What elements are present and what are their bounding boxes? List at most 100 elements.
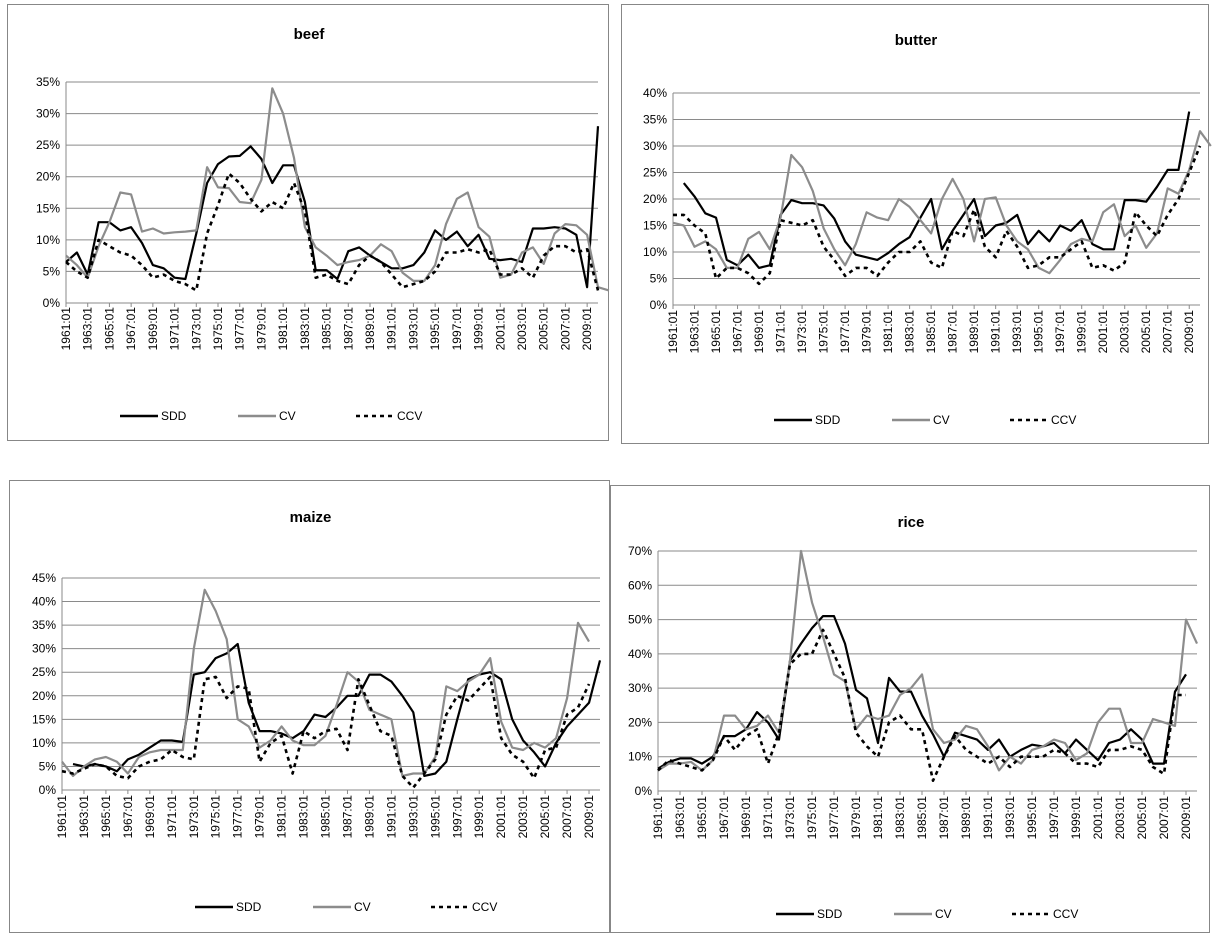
series-line-sdd [682,111,1191,269]
chart-svg: butter 0% 5% 10% 15% 20% 25% 30% 35% 40% 1961:01 19… [643,32,1212,427]
legend-label-cv: CV [933,413,950,427]
x-tick-label: 1977:01 [827,796,841,840]
x-tick-label: 2009:01 [1179,796,1193,840]
y-tick-label: 25% [643,166,667,180]
chart-svg: rice 0% 10% 20% 30% 40% 50% 60% 70% 1961:01 1963:0… [628,514,1198,921]
x-tick-label: 1975:01 [209,795,223,839]
x-tick-label: 1995:01 [428,307,442,351]
y-tick-label: 50% [628,613,652,627]
x-tick-label: 1999:01 [472,795,486,839]
y-tick-label: 20% [628,715,652,729]
x-tick-label: 1985:01 [924,310,938,354]
x-tick-label: 1971:01 [165,795,179,839]
y-tick-label: 40% [628,647,652,661]
x-tick-label: 1999:01 [472,307,486,351]
x-tick-label: 2003:01 [515,307,529,351]
series-line-cv [65,87,610,292]
legend-label-ccv: CCV [472,900,497,914]
x-tick-label: 2005:01 [1139,310,1153,354]
y-tick-label: 45% [32,571,56,585]
x-tick-label: 1969:01 [739,796,753,840]
x-tick-label: 1995:01 [1032,310,1046,354]
x-tick-label: 1981:01 [276,307,290,351]
series-line-ccv [673,145,1202,286]
x-tick-label: 1983:01 [297,795,311,839]
x-tick-label: 1997:01 [1047,796,1061,840]
y-tick-label: 60% [628,578,652,592]
butter-chart-panel: butter 0% 5% 10% 15% 20% 25% 30% 35% 40% 1961:01 19… [621,4,1212,444]
y-tick-label: 0% [43,296,61,310]
legend-label-cv: CV [279,409,296,423]
x-tick-label: 1985:01 [320,307,334,351]
x-tick-label: 1979:01 [253,795,267,839]
y-tick-label: 35% [36,75,60,89]
y-tick-label: 5% [43,264,61,278]
legend-label-ccv: CCV [397,409,422,423]
x-tick-label: 2003:01 [1113,796,1127,840]
x-tick-label: 1973:01 [795,310,809,354]
legend-label-sdd: SDD [817,907,843,921]
rice-chart-panel: rice 0% 10% 20% 30% 40% 50% 60% 70% 1961:01 1963:0… [610,485,1210,933]
chart-svg: beef 0% 5% 10% 15% 20% 25% 30% 35% 1961:01 1963:01… [36,26,610,423]
x-tick-label: 1973:01 [189,307,203,351]
legend-label-sdd: SDD [815,413,841,427]
x-tick-label: 1967:01 [121,795,135,839]
x-tick-label: 1993:01 [1003,796,1017,840]
x-tick-label: 1991:01 [989,310,1003,354]
x-tick-label: 1981:01 [881,310,895,354]
x-tick-label: 2007:01 [560,795,574,839]
y-tick-label: 40% [643,86,667,100]
x-tick-label: 1997:01 [1053,310,1067,354]
x-tick-label: 2005:01 [538,795,552,839]
y-tick-label: 0% [650,298,668,312]
series-line-ccv [657,628,1186,783]
x-tick-label: 1973:01 [783,796,797,840]
chart-title: beef [294,26,326,43]
x-tick-label: 1963:01 [81,307,95,351]
x-tick-label: 2001:01 [1096,310,1110,354]
y-tick-label: 35% [643,113,667,127]
x-tick-label: 1971:01 [774,310,788,354]
x-tick-label: 1989:01 [967,310,981,354]
legend-label-cv: CV [935,907,952,921]
y-tick-label: 5% [39,759,57,773]
x-tick-label: 1961:01 [651,796,665,840]
x-tick-label: 1979:01 [849,796,863,840]
y-tick-label: 10% [36,233,60,247]
legend-label-ccv: CCV [1053,907,1078,921]
x-tick-label: 1975:01 [817,310,831,354]
x-tick-label: 1991:01 [385,307,399,351]
x-tick-label: 1993:01 [406,795,420,839]
x-tick-label: 1973:01 [187,795,201,839]
series-line-ccv [61,675,591,789]
y-tick-label: 30% [628,681,652,695]
y-tick-label: 10% [643,245,667,259]
y-tick-label: 25% [36,138,60,152]
x-tick-label: 1967:01 [124,307,138,351]
x-tick-label: 1963:01 [77,795,91,839]
y-tick-label: 30% [643,139,667,153]
y-tick-label: 15% [643,219,667,233]
y-tick-label: 25% [32,665,56,679]
x-tick-label: 1969:01 [752,310,766,354]
y-tick-label: 35% [32,618,56,632]
x-tick-label: 1987:01 [340,795,354,839]
x-tick-label: 2007:01 [558,307,572,351]
legend-label-sdd: SDD [236,900,262,914]
x-tick-label: 1999:01 [1069,796,1083,840]
x-tick-label: 1975:01 [211,307,225,351]
chart-svg: maize 0% 5% 10% 15% 20% 25% 30% 35% 40% 45% 1961:01… [32,509,602,914]
chart-title: maize [290,509,332,526]
y-tick-label: 10% [628,750,652,764]
x-tick-label: 1989:01 [959,796,973,840]
chart-title: rice [898,514,925,531]
y-tick-label: 10% [32,736,56,750]
x-tick-label: 1987:01 [937,796,951,840]
x-tick-label: 1977:01 [838,310,852,354]
x-tick-label: 1983:01 [903,310,917,354]
x-tick-label: 1967:01 [717,796,731,840]
x-tick-label: 2005:01 [537,307,551,351]
x-tick-label: 1965:01 [99,795,113,839]
x-tick-label: 1991:01 [384,795,398,839]
y-tick-label: 5% [650,272,668,286]
